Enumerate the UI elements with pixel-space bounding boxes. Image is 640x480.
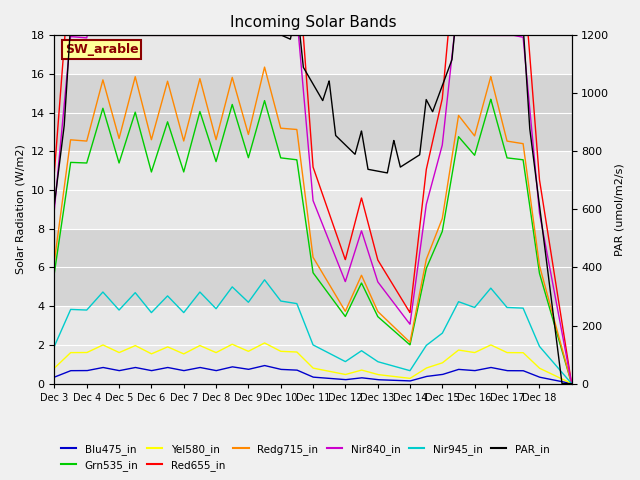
- PAR_in: [51, 201, 58, 207]
- Line: Grn535_in: Grn535_in: [54, 99, 572, 384]
- Grn535_in: [487, 96, 495, 102]
- Red655_in: [352, 216, 360, 222]
- Redg715_in: [445, 173, 452, 179]
- Legend: Blu475_in, Grn535_in, Yel580_in, Red655_in, Redg715_in, Nir840_in, Nir945_in, PA: Blu475_in, Grn535_in, Yel580_in, Red655_…: [56, 439, 554, 475]
- Nir945_in: [294, 303, 301, 309]
- Y-axis label: PAR (umol/m2/s): PAR (umol/m2/s): [615, 163, 625, 256]
- PAR_in: [250, 33, 257, 38]
- PAR_in: [558, 381, 566, 386]
- Text: SW_arable: SW_arable: [65, 43, 138, 56]
- PAR_in: [366, 167, 374, 172]
- Blu475_in: [294, 368, 301, 373]
- Yel580_in: [568, 381, 575, 386]
- Blu475_in: [68, 368, 76, 373]
- Yel580_in: [51, 365, 58, 371]
- Blu475_in: [445, 370, 452, 375]
- Red655_in: [250, 33, 257, 38]
- PAR_in: [352, 148, 360, 154]
- Line: Nir945_in: Nir945_in: [54, 280, 572, 384]
- Nir840_in: [51, 206, 58, 212]
- Red655_in: [445, 33, 452, 38]
- PAR_in: [445, 65, 452, 71]
- Nir840_in: [294, 33, 301, 38]
- Redg715_in: [51, 258, 58, 264]
- Line: Blu475_in: Blu475_in: [54, 366, 572, 384]
- Nir945_in: [250, 293, 257, 299]
- Yel580_in: [366, 370, 374, 375]
- Redg715_in: [294, 133, 301, 139]
- PAR_in: [68, 33, 76, 38]
- PAR_in: [568, 381, 575, 386]
- Grn535_in: [366, 297, 374, 303]
- Blu475_in: [352, 375, 360, 381]
- Bar: [54, 74, 572, 151]
- Grn535_in: [352, 292, 360, 298]
- Nir840_in: [366, 254, 374, 260]
- Nir945_in: [68, 307, 76, 312]
- Bar: [54, 36, 572, 74]
- Yel580_in: [445, 355, 452, 360]
- Nir840_in: [352, 246, 360, 252]
- Nir840_in: [68, 34, 76, 40]
- Grn535_in: [294, 162, 301, 168]
- Grn535_in: [250, 138, 257, 144]
- Yel580_in: [352, 369, 360, 374]
- Yel580_in: [260, 340, 268, 346]
- Blu475_in: [250, 365, 257, 371]
- Grn535_in: [51, 270, 58, 276]
- Nir840_in: [568, 381, 575, 386]
- Grn535_in: [568, 381, 575, 386]
- Blu475_in: [366, 376, 374, 382]
- Nir840_in: [250, 33, 257, 38]
- Red655_in: [68, 33, 76, 38]
- Yel580_in: [68, 350, 76, 356]
- Nir840_in: [83, 33, 91, 38]
- Bar: [54, 151, 572, 229]
- Line: PAR_in: PAR_in: [54, 36, 572, 384]
- Line: Nir840_in: Nir840_in: [54, 36, 572, 384]
- Title: Incoming Solar Bands: Incoming Solar Bands: [230, 15, 396, 30]
- Line: Redg715_in: Redg715_in: [54, 67, 572, 384]
- Red655_in: [61, 33, 69, 38]
- Grn535_in: [68, 159, 76, 165]
- Nir945_in: [260, 277, 268, 283]
- Redg715_in: [352, 285, 360, 291]
- Y-axis label: Solar Radiation (W/m2): Solar Radiation (W/m2): [15, 144, 25, 275]
- Line: Red655_in: Red655_in: [54, 36, 572, 384]
- Grn535_in: [445, 190, 452, 196]
- Blu475_in: [51, 374, 58, 380]
- Line: Yel580_in: Yel580_in: [54, 343, 572, 384]
- Red655_in: [568, 381, 575, 386]
- Bar: [54, 306, 572, 384]
- Red655_in: [366, 227, 374, 233]
- Red655_in: [51, 169, 58, 175]
- Nir840_in: [445, 81, 452, 86]
- Redg715_in: [250, 112, 257, 118]
- Blu475_in: [568, 381, 575, 386]
- Yel580_in: [250, 346, 257, 352]
- PAR_in: [66, 33, 74, 38]
- Nir945_in: [366, 353, 374, 359]
- Yel580_in: [294, 350, 301, 356]
- PAR_in: [294, 33, 301, 38]
- Bar: [54, 229, 572, 306]
- Redg715_in: [366, 291, 374, 297]
- Nir945_in: [568, 381, 575, 386]
- Redg715_in: [568, 381, 575, 386]
- Nir945_in: [51, 343, 58, 349]
- Red655_in: [294, 33, 301, 38]
- Nir945_in: [352, 352, 360, 358]
- Blu475_in: [260, 363, 268, 369]
- Redg715_in: [68, 137, 76, 143]
- Nir945_in: [445, 317, 452, 323]
- Redg715_in: [260, 64, 268, 70]
